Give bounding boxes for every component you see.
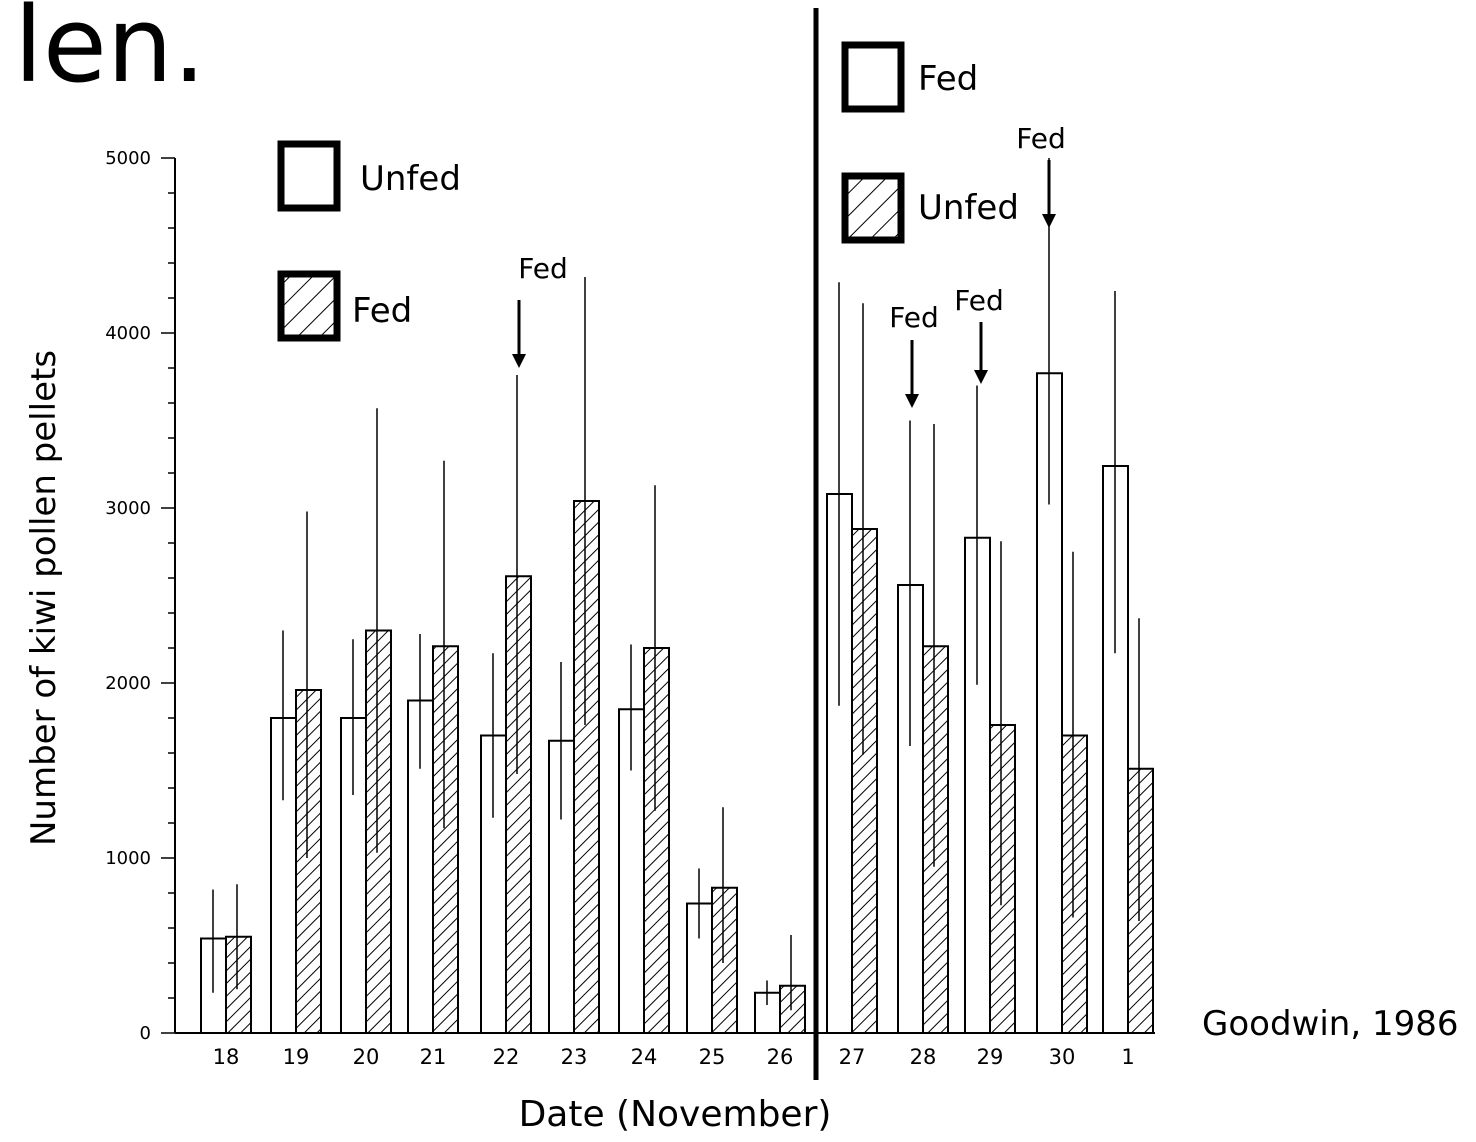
annotation-arrow-head xyxy=(974,370,988,384)
hatched-bar-22 xyxy=(505,575,532,1034)
fed-annotation-28: Fed xyxy=(889,301,939,334)
legend-label: Fed xyxy=(352,291,412,331)
y-tick-label: 3000 xyxy=(105,498,151,519)
annotations-layer: Fed Fed Fed Fed xyxy=(512,122,1066,408)
x-tick-label: 21 xyxy=(420,1045,447,1069)
fed-annotation-29: Fed xyxy=(954,284,1004,317)
hatched-bar-30 xyxy=(1061,734,1088,1034)
x-tick-label: 26 xyxy=(767,1045,794,1069)
y-tick-label: 2000 xyxy=(105,673,151,694)
y-tick-label: 4000 xyxy=(105,323,151,344)
x-tick-label: 20 xyxy=(353,1045,380,1069)
x-tick-label: 23 xyxy=(561,1045,588,1069)
fed-annotation-22: Fed xyxy=(518,252,568,285)
hatched-bar-29 xyxy=(989,724,1016,1034)
y-tick-labels: 0 1000 2000 3000 4000 5000 xyxy=(105,148,151,1044)
hatched-bar-25 xyxy=(711,886,738,1034)
y-tick-label: 1000 xyxy=(105,848,151,869)
legend-layer: Unfed Fed Fed Unfed xyxy=(277,41,1019,342)
hatched-bar-26 xyxy=(779,984,806,1034)
x-tick-label: 25 xyxy=(699,1045,726,1069)
x-tick-label: 29 xyxy=(977,1045,1004,1069)
hatched-bar-18 xyxy=(225,935,252,1034)
legend-label: Unfed xyxy=(360,159,461,199)
hatched-bar-28 xyxy=(922,645,949,1034)
error-bars-layer xyxy=(212,158,1140,1011)
x-tick-label: 27 xyxy=(839,1045,866,1069)
axes-layer xyxy=(161,8,1155,1080)
hatched-bar-19 xyxy=(295,689,322,1034)
legend-swatch-plain xyxy=(277,140,341,212)
x-tick-label: 30 xyxy=(1049,1045,1076,1069)
annotation-arrow-head xyxy=(1042,214,1056,228)
legend-swatch-plain xyxy=(841,41,905,113)
x-tick-label: 28 xyxy=(910,1045,937,1069)
legend-label: Unfed xyxy=(918,188,1019,228)
legend-swatch-hatched xyxy=(841,172,905,244)
hatched-bar-24 xyxy=(643,647,670,1034)
bars-layer xyxy=(200,372,1154,1034)
x-tick-label: 22 xyxy=(493,1045,520,1069)
hatched-bar-21 xyxy=(432,645,459,1034)
hatched-bar-27 xyxy=(851,528,878,1034)
y-tick-label: 0 xyxy=(140,1023,151,1044)
hatched-bar-20 xyxy=(365,629,392,1034)
x-axis-title: Date (November) xyxy=(518,1094,832,1135)
x-tick-label: 18 xyxy=(213,1045,240,1069)
x-tick-labels: 18 19 20 21 22 23 24 25 26 27 28 29 30 1 xyxy=(213,1045,1135,1069)
y-axis-title: Number of kiwi pollen pellets xyxy=(24,349,64,847)
annotation-arrow-head xyxy=(512,354,526,368)
source-credit: Goodwin, 1986 xyxy=(1202,1004,1459,1044)
legend-swatch-hatched xyxy=(277,270,341,342)
hatched-bar-1 xyxy=(1127,767,1154,1034)
y-tick-label: 5000 xyxy=(105,148,151,169)
legend-label: Fed xyxy=(918,59,978,99)
hatched-bar-23 xyxy=(573,500,600,1034)
x-tick-label: 1 xyxy=(1121,1045,1134,1069)
x-tick-label: 24 xyxy=(631,1045,658,1069)
annotation-arrow-head xyxy=(905,394,919,408)
fed-annotation-30: Fed xyxy=(1016,122,1066,155)
slide-title: len. xyxy=(14,0,206,106)
x-tick-label: 19 xyxy=(283,1045,310,1069)
